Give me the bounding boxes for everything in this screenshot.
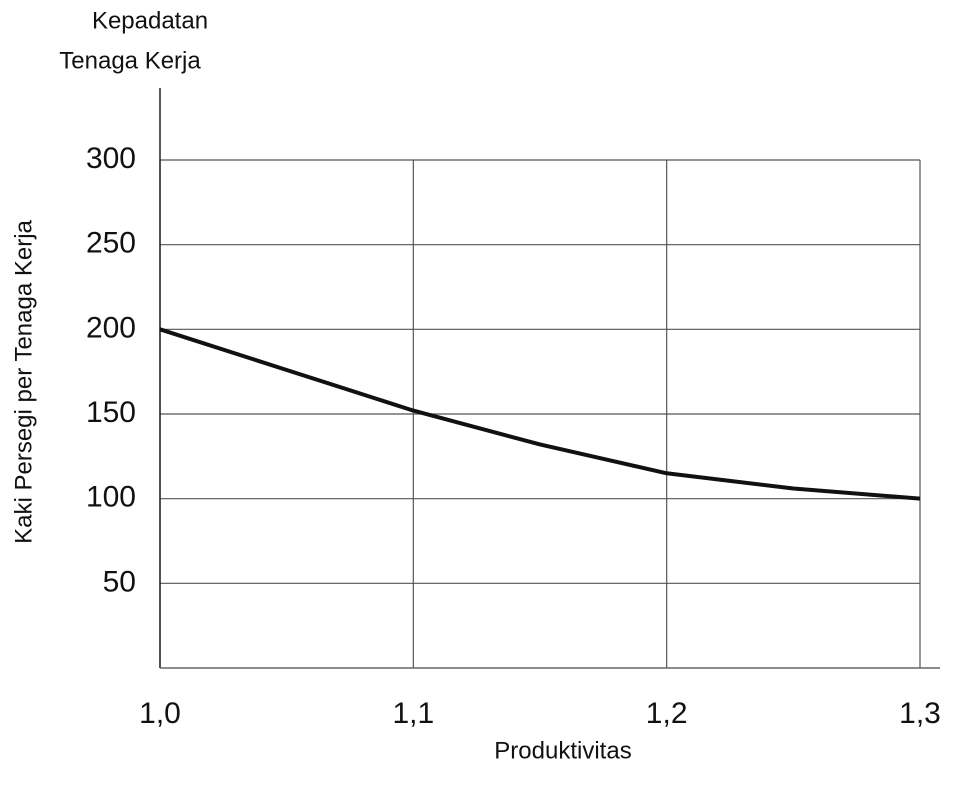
y-tick-label: 300 bbox=[86, 142, 136, 175]
data-line bbox=[159, 327, 921, 501]
x-tick-label: 1,2 bbox=[646, 697, 688, 730]
chart-title: Tenaga Kerja bbox=[59, 47, 201, 74]
y-tick-label: 150 bbox=[86, 396, 136, 429]
x-tick-label: 1,3 bbox=[899, 697, 941, 730]
x-tick-label: 1,1 bbox=[392, 697, 434, 730]
y-tick-label: 250 bbox=[86, 227, 136, 260]
y-tick-label: 100 bbox=[86, 481, 136, 514]
x-tick-label: 1,0 bbox=[139, 697, 181, 730]
y-tick-label: 50 bbox=[103, 565, 136, 598]
y-axis-label: Kaki Persegi per Tenaga Kerja bbox=[10, 219, 37, 543]
x-axis-label: Produktivitas bbox=[494, 737, 631, 764]
chart-title: Kepadatan bbox=[92, 7, 208, 34]
y-tick-label: 200 bbox=[86, 311, 136, 344]
